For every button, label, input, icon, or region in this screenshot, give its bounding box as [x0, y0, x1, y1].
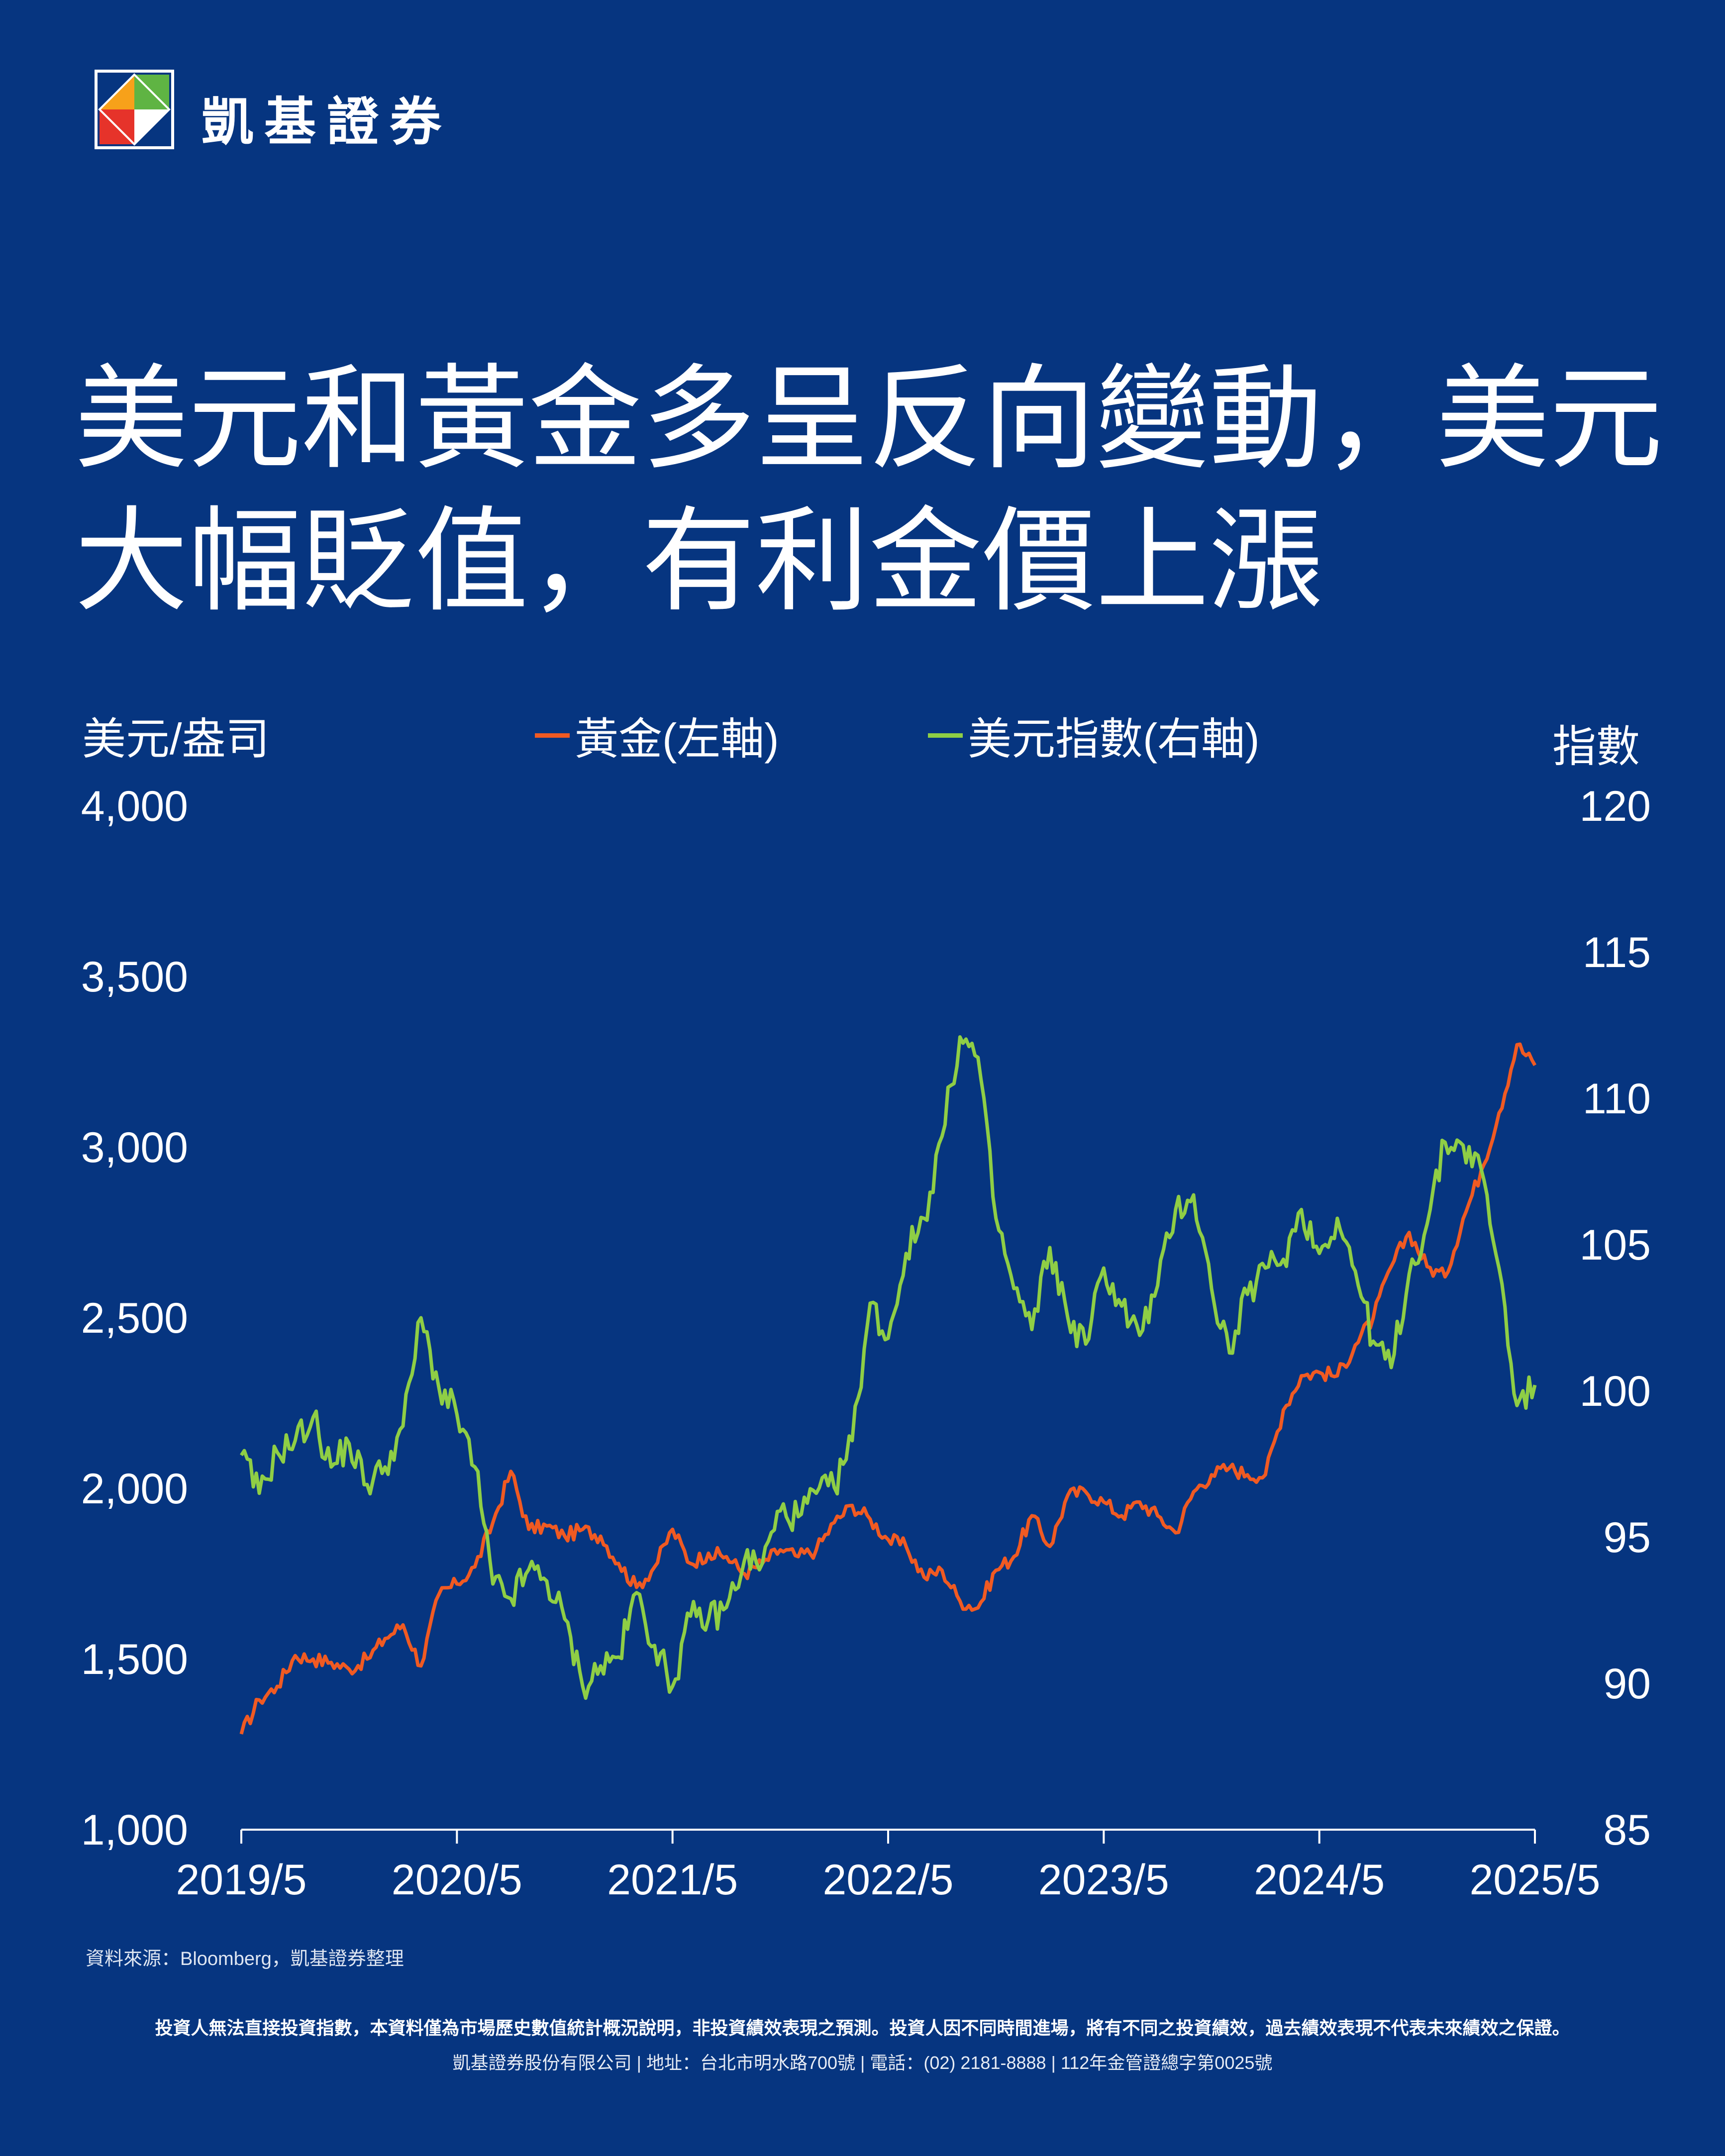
legend-gold-swatch: [535, 733, 570, 738]
right-tick-label: 85: [1603, 1806, 1651, 1854]
left-tick-label: 1,500: [81, 1636, 188, 1683]
right-tick-label: 105: [1580, 1221, 1651, 1269]
left-axis-label: 美元/盎司: [82, 714, 270, 764]
x-tick-label: 2022/5: [822, 1856, 953, 1904]
left-tick-label: 3,500: [81, 953, 188, 1001]
right-tick-label: 115: [1583, 929, 1651, 977]
disclaimer: 投資人無法直接投資指數，本資料僅為市場歷史數值統計概況說明，非投資績效表現之預測…: [155, 2018, 1570, 2038]
right-axis-label: 指數: [1552, 722, 1640, 771]
source-note: 資料來源：Bloomberg，凱基證券整理: [86, 1949, 404, 1969]
left-tick-label: 2,500: [81, 1294, 188, 1342]
left-tick-label: 2,000: [81, 1465, 188, 1513]
right-tick-label: 110: [1583, 1075, 1651, 1123]
legend-usd-swatch: [928, 733, 963, 738]
right-tick-label: 120: [1580, 783, 1651, 830]
page-title: 美元和黃金多呈反向變動，美元 大幅貶值，有利金價上漲: [75, 348, 1667, 633]
brand-name: 凱基證券: [202, 94, 453, 151]
left-tick-label: 4,000: [81, 783, 188, 830]
title-line-2: 大幅貶值，有利金價上漲: [75, 498, 1322, 625]
x-tick-label: 2021/5: [607, 1856, 738, 1904]
x-tick-label: 2019/5: [176, 1856, 306, 1904]
legend-gold: 黃金(左軸): [535, 704, 779, 767]
left-tick-label: 1,000: [81, 1806, 188, 1854]
company-address: 凱基證券股份有限公司 | 地址：台北市明水路700號 | 電話：(02) 218…: [452, 2053, 1273, 2073]
x-tick-label: 2023/5: [1038, 1856, 1169, 1904]
kgi-logo: [95, 70, 174, 149]
legend-usd: 美元指數(右軸): [928, 704, 1260, 767]
right-tick-label: 95: [1603, 1514, 1651, 1562]
right-tick-label: 90: [1603, 1660, 1651, 1708]
title-line-1: 美元和黃金多呈反向變動，美元: [75, 356, 1663, 483]
gold-price-line: [239, 1042, 1537, 1735]
legend-gold-label: 黃金(左軸): [575, 714, 779, 764]
x-tick-label: 2024/5: [1254, 1856, 1385, 1904]
x-tick-label: 2025/5: [1469, 1856, 1600, 1904]
left-tick-label: 3,000: [81, 1124, 188, 1172]
x-tick-label: 2020/5: [392, 1856, 522, 1904]
legend-usd-label: 美元指數(右軸): [968, 714, 1260, 764]
right-tick-label: 100: [1580, 1368, 1651, 1415]
usd-index-line: [240, 1035, 1537, 1700]
